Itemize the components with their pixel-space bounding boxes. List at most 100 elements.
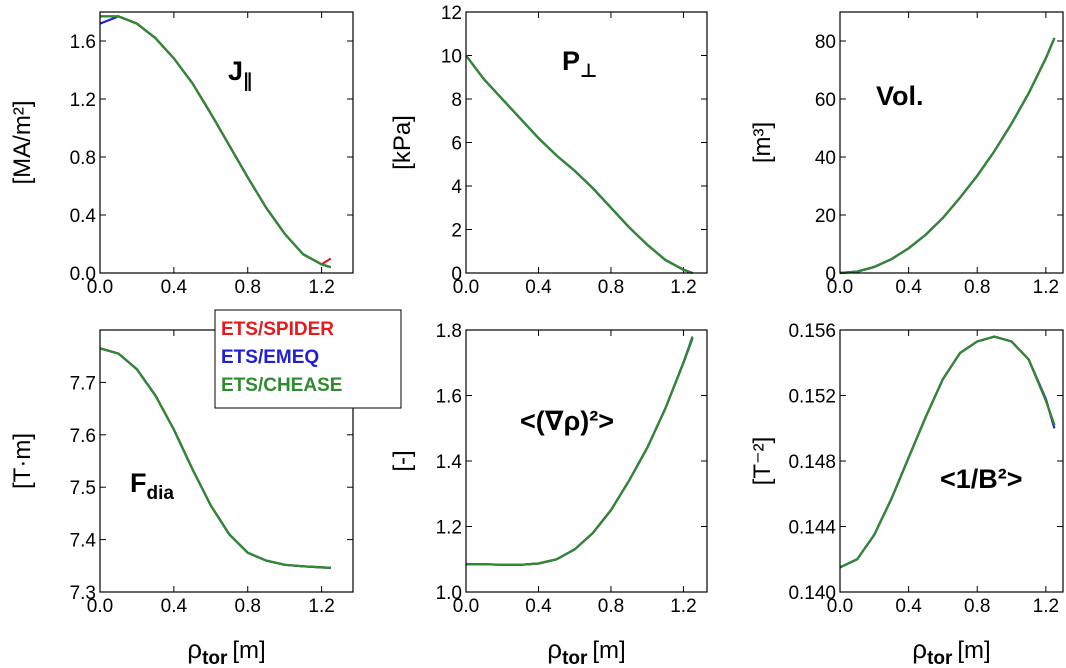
data-line <box>99 347 331 569</box>
annotation-text: Vol. <box>876 81 924 111</box>
y-tick-label: 7.4 <box>70 531 97 552</box>
x-label-symbol: ρ <box>187 634 202 664</box>
x-tick-label: 1.2 <box>670 277 696 298</box>
x-tick-label: 0.0 <box>87 596 113 617</box>
annotation-sub: dia <box>147 483 175 504</box>
y-axis-label: [m³] <box>749 122 776 163</box>
y-tick-label: 40 <box>815 148 836 169</box>
data-line <box>839 37 1056 275</box>
y-tick-label: 0.140 <box>788 583 836 604</box>
y-tick-label: 1.2 <box>70 90 96 111</box>
series-group <box>99 15 332 269</box>
x-tick-label: 0.0 <box>827 596 853 617</box>
annotation-text: <1/B²> <box>940 464 1023 494</box>
x-tick-label: 0.8 <box>598 596 624 617</box>
x-tick-label: 0.0 <box>453 596 479 617</box>
plot-frame <box>99 11 354 274</box>
x-tick-label: 0.4 <box>161 277 188 298</box>
x-label-unit: [m] <box>957 637 990 664</box>
plot-frame <box>839 329 1064 593</box>
y-tick-label: 6 <box>451 134 462 155</box>
y-tick-label: 0 <box>825 264 836 285</box>
legend-box <box>214 309 402 409</box>
x-tick-label: 0.4 <box>895 596 922 617</box>
series-group <box>839 335 1056 569</box>
series-group <box>99 347 331 569</box>
y-tick-label: 0.148 <box>788 452 836 473</box>
legend-label: ETS/EMEQ <box>221 347 319 368</box>
x-tick-label: 0.8 <box>964 596 990 617</box>
x-tick-label: 0.8 <box>235 596 261 617</box>
annotation: J∥ <box>228 56 253 92</box>
annotation-text: F <box>130 468 147 498</box>
y-tick-label: 0.0 <box>70 264 96 285</box>
y-tick-label: 0.152 <box>788 387 836 408</box>
x-tick-label: 1.2 <box>670 596 696 617</box>
annotation-sub: ∥ <box>243 71 253 92</box>
y-tick-label: 7.3 <box>70 583 96 604</box>
legend-label: ETS/SPIDER <box>221 319 334 340</box>
x-label-sub: tor <box>562 648 588 668</box>
x-label-unit: [m] <box>592 637 625 664</box>
x-tick-label: 0.0 <box>827 277 853 298</box>
x-label-sub: tor <box>927 648 953 668</box>
y-tick-label: 7.7 <box>70 373 96 394</box>
annotation: P⊥ <box>562 46 597 82</box>
x-tick-label: 0.4 <box>895 277 922 298</box>
series-group <box>466 336 694 566</box>
annotation-sub: ⊥ <box>580 61 597 82</box>
x-tick-label: 0.4 <box>525 277 552 298</box>
data-line <box>466 337 694 566</box>
y-tick-label: 60 <box>815 90 836 111</box>
y-axis-label: [T·m] <box>9 433 36 489</box>
x-tick-label: 0.0 <box>453 277 479 298</box>
series-group <box>839 37 1056 275</box>
data-line <box>100 15 332 269</box>
x-label-symbol: ρ <box>547 634 562 664</box>
x-label-symbol: ρ <box>912 634 927 664</box>
y-tick-label: 1.4 <box>436 452 463 473</box>
panel: 0.0 0.4 0.8 1.2 7.3 7.4 7.5 7.6 7.7 [T·m] Fdia ρtor… <box>9 329 354 668</box>
panel: 0.0 0.4 0.8 1.2 0 20 40 60 80 [m³] Vol. <box>749 11 1064 298</box>
y-tick-label: 1.0 <box>436 583 462 604</box>
panel: 0.0 0.4 0.8 1.2 1.0 1.2 1.4 1.6 1.8 [-] <(∇ρ)²> ρto… <box>389 321 708 668</box>
panel: 0.0 0.4 0.8 1.2 0.140 0.144 0.148 0.152 0.156 [T⁻… <box>749 321 1064 668</box>
x-tick-label: 0.8 <box>235 277 261 298</box>
y-tick-label: 1.6 <box>70 32 96 53</box>
x-tick-label: 1.2 <box>308 596 334 617</box>
x-tick-label: 0.4 <box>525 596 552 617</box>
y-tick-label: 1.8 <box>436 321 462 342</box>
annotation-text: J <box>228 56 243 86</box>
annotation: Fdia <box>130 468 174 504</box>
y-tick-label: 2 <box>451 221 462 242</box>
data-line <box>466 336 694 566</box>
x-tick-label: 0.4 <box>161 596 188 617</box>
y-tick-label: 0.8 <box>70 148 96 169</box>
y-tick-label: 8 <box>451 90 462 111</box>
plot-frame <box>465 329 708 593</box>
data-line <box>839 37 1056 275</box>
x-axis-label: ρtor [m] <box>912 634 990 668</box>
y-tick-label: 7.5 <box>70 478 96 499</box>
y-tick-label: 0.144 <box>788 518 836 539</box>
y-tick-label: 12 <box>441 3 462 24</box>
data-line <box>100 15 332 266</box>
data-line <box>99 15 332 269</box>
data-line <box>465 54 693 275</box>
y-tick-label: 7.6 <box>70 426 96 447</box>
x-tick-label: 0.8 <box>964 277 990 298</box>
y-tick-label: 4 <box>451 177 462 198</box>
y-tick-label: 0 <box>451 264 462 285</box>
x-label-unit: [m] <box>232 637 265 664</box>
y-tick-label: 1.2 <box>436 518 462 539</box>
legend-label: ETS/CHEASE <box>221 375 342 396</box>
y-tick-label: 80 <box>815 32 836 53</box>
x-tick-label: 1.2 <box>1033 596 1059 617</box>
x-tick-label: 1.2 <box>1033 277 1059 298</box>
data-line <box>465 54 693 275</box>
legend: ETS/SPIDER ETS/EMEQ ETS/CHEASE <box>214 309 402 409</box>
data-line <box>466 336 694 566</box>
x-label-sub: tor <box>202 648 228 668</box>
data-line <box>839 335 1056 569</box>
